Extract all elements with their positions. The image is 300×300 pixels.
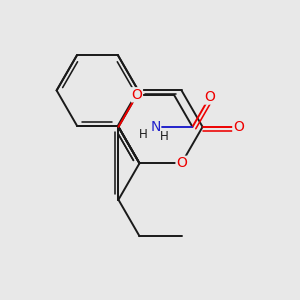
Text: O: O [176,156,187,170]
Text: O: O [204,90,215,104]
Text: O: O [131,88,142,102]
Text: O: O [233,120,244,134]
Text: H: H [139,128,148,141]
Text: H: H [160,130,169,142]
Text: N: N [150,120,161,134]
